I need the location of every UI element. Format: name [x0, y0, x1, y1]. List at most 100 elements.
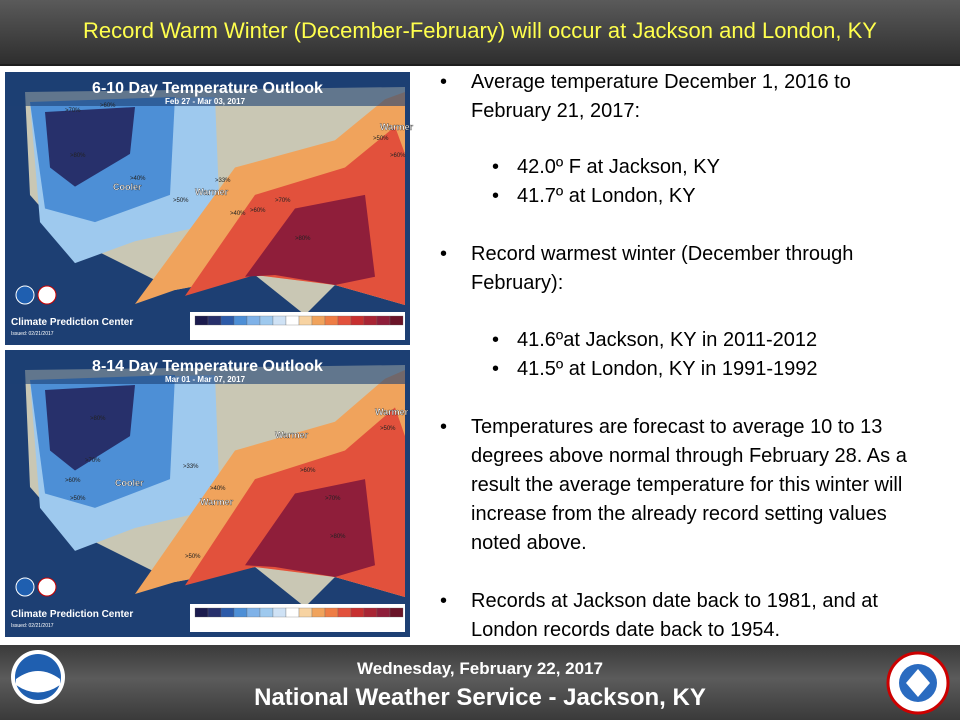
legend-swatch — [285, 315, 300, 326]
sub-bullet-text: 41.7º at London, KY — [517, 185, 696, 207]
legend-swatch — [337, 607, 352, 618]
bullet-dot: • — [440, 590, 448, 612]
map-label: >50% — [373, 136, 389, 142]
title-band — [5, 72, 410, 106]
map-label: >60% — [390, 153, 406, 159]
footer-title: National Weather Service - Jackson, KY — [254, 684, 706, 711]
map-label: >40% — [210, 486, 226, 492]
bullet-text: Temperatures are forecast to average 10 … — [471, 416, 907, 554]
noaa-mini-logo — [15, 577, 35, 597]
logos — [11, 650, 950, 715]
sub-bullet-dot: • — [492, 329, 500, 351]
map-label: >70% — [275, 198, 291, 204]
warm-zone-inner — [245, 194, 375, 285]
legend-swatch — [311, 607, 326, 618]
legend-swatch — [350, 315, 365, 326]
legend-swatch — [233, 315, 248, 326]
legend-swatch — [298, 607, 313, 618]
nws-mini-logo — [37, 577, 57, 597]
map-label: Warmer — [380, 122, 414, 132]
map-label: >60% — [65, 478, 81, 484]
bullet-text: Average temperature December 1, 2016 to … — [471, 71, 851, 122]
map-label: >50% — [185, 554, 201, 560]
legend-swatch — [311, 315, 326, 326]
legend-swatch — [233, 607, 248, 618]
legend-swatch — [285, 607, 300, 618]
legend-swatch — [272, 607, 287, 618]
legend-swatch — [376, 315, 391, 326]
map-label: >33% — [183, 464, 199, 470]
nws-logo-mark — [906, 669, 930, 697]
map-label: Warmer — [375, 407, 409, 417]
legend-swatch — [324, 315, 339, 326]
warm-zone-inner — [245, 479, 375, 577]
map-label: >70% — [85, 458, 101, 464]
map-label: >60% — [250, 208, 266, 214]
map-label: >50% — [380, 426, 396, 432]
bullet-text: Record warmest winter (December through … — [471, 243, 854, 294]
legend-swatch — [376, 607, 391, 618]
sub-bullet-dot: • — [492, 185, 500, 207]
map-title: 6-10 Day Temperature Outlook — [92, 80, 323, 97]
legend-swatch — [207, 315, 222, 326]
map-issued: Issued: 02/21/2017 — [11, 623, 54, 629]
map-label: >80% — [90, 416, 106, 422]
legend-swatch — [194, 315, 209, 326]
map-label: Warmer — [200, 497, 234, 507]
legend-swatch — [389, 315, 404, 326]
map-label: Cooler — [115, 478, 144, 488]
map-label: >40% — [130, 176, 146, 182]
map-dates: Feb 27 - Mar 03, 2017 — [165, 97, 246, 106]
footer-bar: Wednesday, February 22, 2017 National We… — [0, 645, 960, 720]
map-title: 8-14 Day Temperature Outlook — [92, 358, 323, 375]
cold-zone-inner — [45, 107, 135, 187]
legend-swatch — [207, 607, 222, 618]
legend-swatch — [220, 607, 235, 618]
map-dates: Mar 01 - Mar 07, 2017 — [165, 375, 246, 384]
legend-swatch — [259, 607, 274, 618]
map-label: >50% — [173, 198, 189, 204]
title-band — [5, 350, 410, 384]
noaa-mini-logo — [15, 285, 35, 305]
sub-bullet-dot: • — [492, 156, 500, 178]
legend-swatch — [246, 607, 261, 618]
sub-bullet-dot: • — [492, 358, 500, 380]
legend-swatch — [324, 607, 339, 618]
slide-title: Record Warm Winter (December-February) w… — [83, 18, 877, 43]
sub-bullet-text: 41.6ºat Jackson, KY in 2011-2012 — [517, 329, 818, 351]
cold-zone-inner — [45, 385, 135, 471]
legend-swatch — [259, 315, 274, 326]
map-label: >80% — [330, 534, 346, 540]
map-center: Climate Prediction Center — [11, 317, 133, 328]
legend-swatch — [194, 607, 209, 618]
map-label: >70% — [65, 108, 81, 114]
legend-swatch — [272, 315, 287, 326]
legend-swatch — [337, 315, 352, 326]
legend-swatch — [298, 315, 313, 326]
legend-swatch — [363, 315, 378, 326]
legend-swatch — [220, 315, 235, 326]
map-label: >80% — [70, 153, 86, 159]
map-center: Climate Prediction Center — [11, 609, 133, 620]
map-label: >50% — [70, 496, 86, 502]
map-label: Cooler — [113, 182, 142, 192]
map-label: >60% — [100, 103, 116, 109]
map-label: >60% — [300, 468, 316, 474]
legend-swatch — [363, 607, 378, 618]
noaa-logo-bird — [16, 671, 60, 693]
sub-bullet-text: 41.5º at London, KY in 1991-1992 — [517, 358, 818, 380]
legend-swatch — [246, 315, 261, 326]
map-label: >40% — [230, 211, 246, 217]
map-label: >80% — [295, 236, 311, 242]
nws-mini-logo — [37, 285, 57, 305]
sub-bullet-text: 42.0º F at Jackson, KY — [517, 156, 720, 178]
map-label: Warmer — [195, 187, 229, 197]
bullet-dot: • — [440, 243, 448, 265]
legend-swatch — [350, 607, 365, 618]
bullet-dot: • — [440, 416, 448, 438]
legend-swatch — [389, 607, 404, 618]
